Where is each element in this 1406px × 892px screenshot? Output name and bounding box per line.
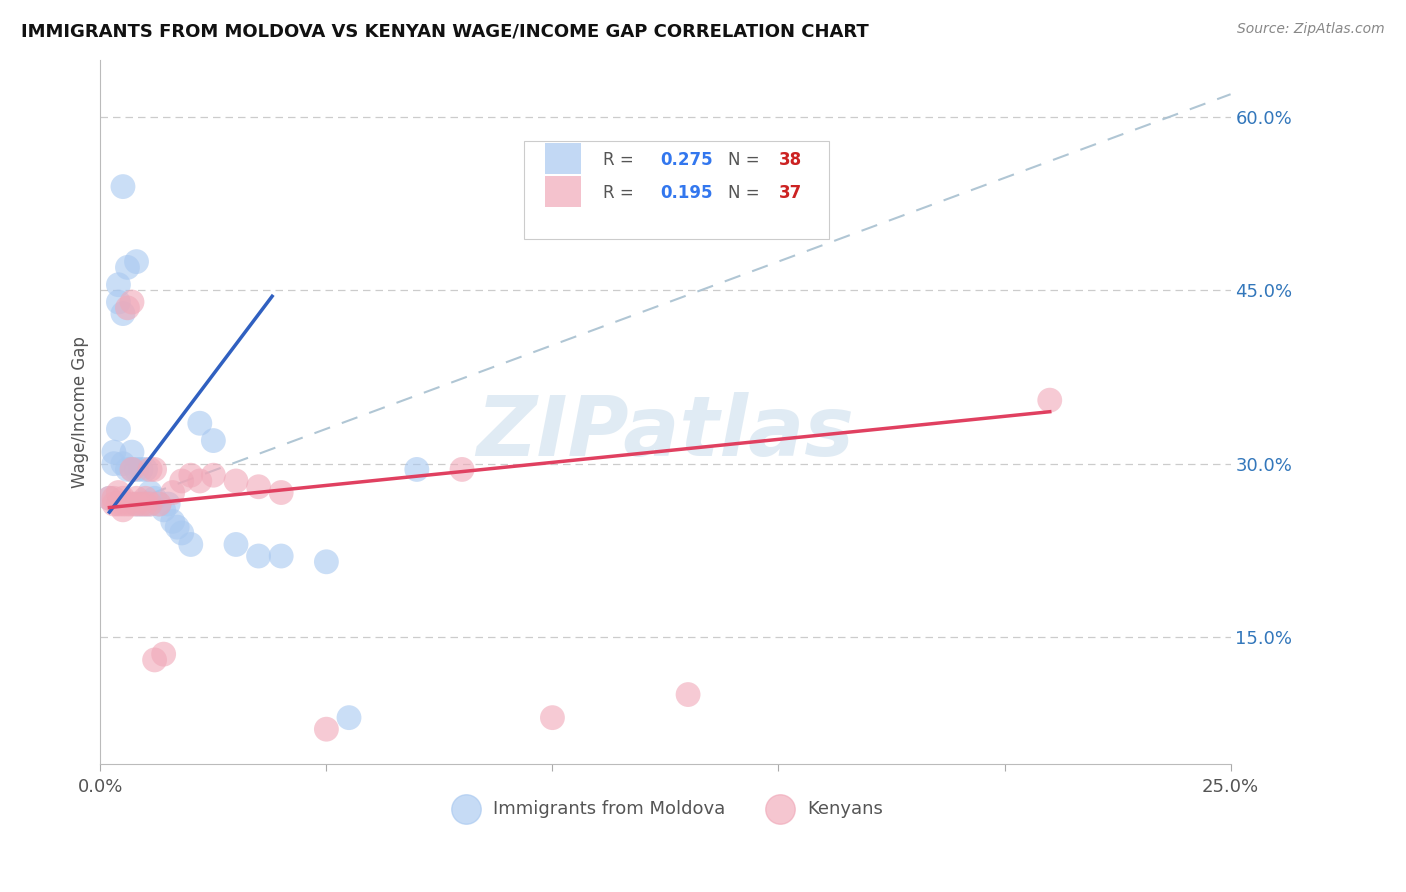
Text: N =: N = bbox=[728, 152, 759, 169]
Point bbox=[121, 497, 143, 511]
Point bbox=[152, 503, 174, 517]
Point bbox=[143, 462, 166, 476]
Point bbox=[162, 485, 184, 500]
Point bbox=[148, 497, 170, 511]
Point bbox=[111, 497, 134, 511]
Text: 0.275: 0.275 bbox=[659, 152, 713, 169]
Legend: Immigrants from Moldova, Kenyans: Immigrants from Moldova, Kenyans bbox=[441, 793, 890, 825]
Point bbox=[121, 295, 143, 310]
Point bbox=[676, 688, 699, 702]
Point bbox=[143, 653, 166, 667]
Point bbox=[152, 647, 174, 661]
Point bbox=[405, 462, 427, 476]
Point bbox=[451, 462, 474, 476]
Point bbox=[202, 468, 225, 483]
Point bbox=[111, 179, 134, 194]
Point bbox=[1039, 393, 1062, 408]
Point bbox=[129, 497, 152, 511]
Point bbox=[143, 491, 166, 506]
Point bbox=[157, 497, 180, 511]
Point bbox=[117, 462, 139, 476]
Point bbox=[180, 468, 202, 483]
Point bbox=[180, 537, 202, 551]
Point bbox=[129, 462, 152, 476]
Point bbox=[135, 497, 157, 511]
Point bbox=[202, 434, 225, 448]
Point bbox=[225, 537, 247, 551]
Text: N =: N = bbox=[728, 185, 759, 202]
Point bbox=[117, 301, 139, 315]
Point bbox=[188, 474, 211, 488]
Point bbox=[107, 497, 129, 511]
Point bbox=[166, 520, 188, 534]
Point bbox=[125, 497, 148, 511]
Point bbox=[107, 422, 129, 436]
Point bbox=[117, 497, 139, 511]
Point bbox=[162, 515, 184, 529]
Point bbox=[103, 497, 125, 511]
Point bbox=[337, 711, 360, 725]
Point bbox=[125, 497, 148, 511]
Point bbox=[135, 497, 157, 511]
Text: ZIPatlas: ZIPatlas bbox=[477, 392, 855, 474]
Point bbox=[270, 485, 292, 500]
Point bbox=[139, 462, 162, 476]
Point bbox=[315, 722, 337, 736]
Point bbox=[103, 445, 125, 459]
Point bbox=[111, 503, 134, 517]
FancyBboxPatch shape bbox=[544, 144, 581, 174]
Point bbox=[315, 555, 337, 569]
Text: R =: R = bbox=[603, 185, 634, 202]
FancyBboxPatch shape bbox=[544, 177, 581, 207]
Point bbox=[170, 474, 193, 488]
Point bbox=[148, 497, 170, 511]
Point bbox=[107, 485, 129, 500]
Point bbox=[188, 417, 211, 431]
Point bbox=[121, 462, 143, 476]
Point bbox=[139, 485, 162, 500]
Text: 0.195: 0.195 bbox=[659, 185, 713, 202]
FancyBboxPatch shape bbox=[524, 141, 830, 239]
Text: 38: 38 bbox=[779, 152, 801, 169]
Point bbox=[125, 462, 148, 476]
Text: Source: ZipAtlas.com: Source: ZipAtlas.com bbox=[1237, 22, 1385, 37]
Point bbox=[107, 277, 129, 292]
Point bbox=[170, 525, 193, 540]
Text: R =: R = bbox=[603, 152, 634, 169]
Point bbox=[125, 491, 148, 506]
Point bbox=[270, 549, 292, 563]
Point bbox=[103, 491, 125, 506]
Point bbox=[139, 497, 162, 511]
Point bbox=[541, 711, 564, 725]
Point bbox=[107, 295, 129, 310]
Point bbox=[111, 491, 134, 506]
Point bbox=[117, 260, 139, 275]
Point bbox=[135, 491, 157, 506]
Point bbox=[111, 307, 134, 321]
Point bbox=[103, 457, 125, 471]
Point bbox=[121, 445, 143, 459]
Point bbox=[125, 254, 148, 268]
Point bbox=[247, 480, 270, 494]
Point bbox=[111, 457, 134, 471]
Point bbox=[98, 491, 121, 506]
Point bbox=[129, 497, 152, 511]
Point bbox=[225, 474, 247, 488]
Y-axis label: Wage/Income Gap: Wage/Income Gap bbox=[72, 335, 89, 488]
Text: IMMIGRANTS FROM MOLDOVA VS KENYAN WAGE/INCOME GAP CORRELATION CHART: IMMIGRANTS FROM MOLDOVA VS KENYAN WAGE/I… bbox=[21, 22, 869, 40]
Point bbox=[121, 462, 143, 476]
Text: 37: 37 bbox=[779, 185, 801, 202]
Point bbox=[139, 497, 162, 511]
Point bbox=[247, 549, 270, 563]
Point bbox=[135, 462, 157, 476]
Point bbox=[98, 491, 121, 506]
